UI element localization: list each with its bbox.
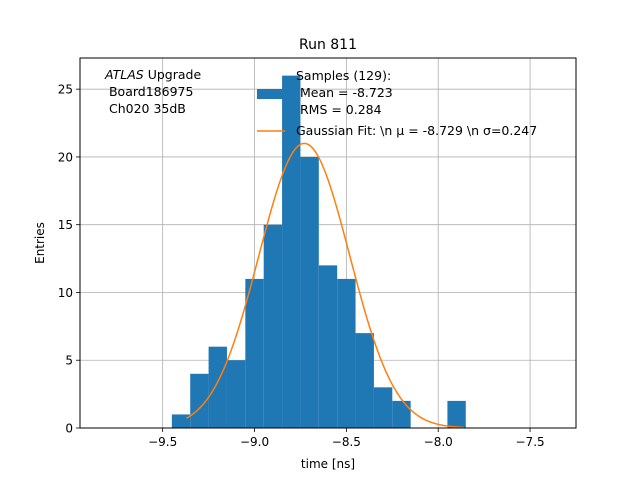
annotation-atlas-word: ATLAS xyxy=(104,67,144,82)
legend-histogram-label-line: RMS = 0.284 xyxy=(296,102,382,117)
legend-histogram-label-line: Samples (129): xyxy=(296,68,391,83)
y-tick-label: 25 xyxy=(58,83,73,97)
histogram-bar xyxy=(373,387,393,428)
atlas-annotation: ATLAS Upgrade Board186975 Ch020 35dB xyxy=(104,67,201,116)
histogram-bar xyxy=(208,346,227,428)
y-tick-label: 10 xyxy=(58,286,73,300)
annotation-line-1: ATLAS Upgrade xyxy=(104,67,201,82)
legend-histogram-swatch xyxy=(257,89,285,99)
y-tick-label: 15 xyxy=(58,218,73,232)
histogram-bar xyxy=(337,278,356,428)
histogram-bar xyxy=(263,224,283,428)
x-axis-label: time [ns] xyxy=(301,457,355,471)
legend-histogram-label: Samples (129): Mean = -8.723 RMS = 0.284 xyxy=(296,68,393,117)
histogram-bar xyxy=(392,400,411,428)
histogram-bar xyxy=(318,265,338,428)
x-tick-label: −8.0 xyxy=(424,435,453,449)
histogram-bar xyxy=(300,156,319,428)
annotation-upgrade-word: Upgrade xyxy=(144,67,202,82)
histogram-bar xyxy=(355,333,374,428)
chart-title: Run 811 xyxy=(299,37,357,53)
x-tick-label: −8.5 xyxy=(332,435,361,449)
histogram-bar xyxy=(226,360,246,428)
legend-fit-label: Gaussian Fit: \n μ = -8.729 \n σ=0.247 xyxy=(296,123,537,138)
annotation-line-2: Board186975 xyxy=(105,84,193,99)
histogram-bar xyxy=(245,278,264,428)
y-axis-label: Entries xyxy=(33,222,47,264)
x-tick-label: −7.5 xyxy=(516,435,545,449)
annotation-line-3: Ch020 35dB xyxy=(105,101,186,116)
plot-frame xyxy=(79,57,577,429)
y-axis-ticks: 0 5 10 15 20 25 xyxy=(58,83,80,436)
gaussian-fit-line xyxy=(186,142,464,429)
histogram-bar xyxy=(447,400,466,428)
x-axis-ticks: −9.5 −9.0 −8.5 −8.0 −7.5 xyxy=(148,428,545,449)
legend-histogram-label-line: Mean = -8.723 xyxy=(296,85,393,100)
x-tick-label: −9.5 xyxy=(148,435,177,449)
y-tick-label: 0 xyxy=(65,422,73,436)
histogram-bar xyxy=(190,373,209,428)
legend: Samples (129): Mean = -8.723 RMS = 0.284… xyxy=(257,68,537,138)
y-tick-label: 20 xyxy=(58,150,73,164)
x-tick-label: −9.0 xyxy=(240,435,269,449)
y-tick-label: 5 xyxy=(65,354,73,368)
histogram-bar xyxy=(171,414,191,428)
